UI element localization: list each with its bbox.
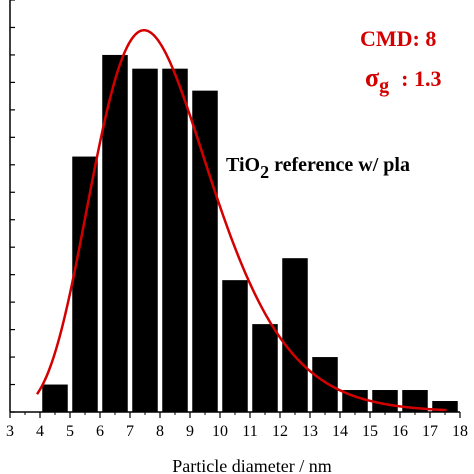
x-tick-label-3: 3 [6, 423, 14, 440]
sample-prefix: TiO [226, 154, 260, 176]
x-tick-label-4: 4 [36, 423, 44, 440]
x-tick-label-7: 7 [126, 423, 134, 440]
sigma-subscript: g [379, 75, 389, 97]
x-tick-label-16: 16 [392, 423, 408, 440]
bar-2 [72, 156, 98, 412]
x-tick-label-10: 10 [212, 423, 228, 440]
bar-7 [222, 280, 248, 412]
x-tick-label-14: 14 [332, 423, 348, 440]
bar-10 [312, 357, 338, 412]
bar-6 [192, 90, 218, 412]
x-axis-title: Particle diameter / nm [172, 456, 331, 474]
bar-1 [42, 384, 68, 412]
bar-3 [102, 54, 128, 412]
x-tick-label-11: 11 [242, 423, 257, 440]
sigma-value: : 1.3 [401, 66, 441, 91]
x-tick-label-18: 18 [452, 423, 468, 440]
bar-14 [432, 401, 458, 412]
lognormal-fit-curve [35, 28, 447, 412]
x-tick-label-17: 17 [422, 423, 438, 440]
sigma-annotation: σg : 1.3 [365, 63, 441, 97]
x-tick-label-15: 15 [362, 423, 378, 440]
x-tick-label-13: 13 [302, 423, 318, 440]
bar-9 [282, 258, 308, 412]
axes [9, 0, 461, 418]
sample-suffix: reference w/ pla [269, 154, 410, 176]
cmd-annotation: CMD: 8 [360, 26, 436, 51]
x-tick-label-9: 9 [186, 423, 194, 440]
sigma-symbol: σ [365, 63, 379, 92]
x-tick-labels: 3 4 5 6 7 8 9 10 11 12 13 14 15 16 17 18 [6, 423, 468, 440]
bar-11 [342, 390, 368, 412]
x-tick-label-5: 5 [66, 423, 74, 440]
sample-annotation: TiO2 reference w/ pla [226, 154, 410, 182]
x-tick-label-6: 6 [96, 423, 104, 440]
bar-5 [162, 68, 188, 413]
x-tick-label-12: 12 [272, 423, 288, 440]
x-tick-label-8: 8 [156, 423, 164, 440]
bar-12 [372, 390, 398, 412]
bar-8 [252, 324, 278, 412]
sample-subscript: 2 [260, 162, 269, 182]
bar-group [42, 54, 458, 413]
bar-4 [132, 68, 158, 413]
